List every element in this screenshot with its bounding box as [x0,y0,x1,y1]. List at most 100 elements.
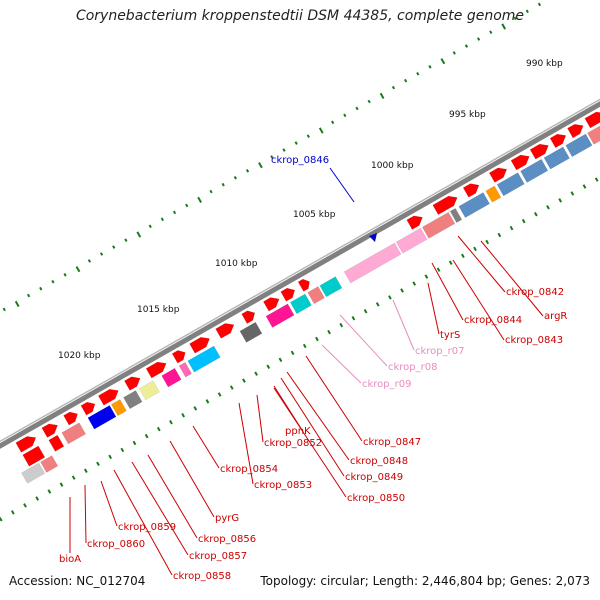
leader-line [84,484,87,544]
colored-cds [520,158,549,183]
gene-label: ckrop_0842 [506,287,564,298]
forward-cds [263,297,280,312]
accession-text: Accession: NC_012704 [9,574,146,588]
forward-cds [241,310,256,324]
colored-cds [138,380,160,401]
inner-tick-marks [0,177,599,522]
forward-cds [510,154,530,171]
marker-triangle [369,233,377,242]
colored-cds [496,172,525,197]
forward-cds [549,133,567,149]
label-leader-lines [69,167,544,576]
inner-tick [169,419,173,425]
inner-tick [582,184,587,189]
inner-tick [594,177,599,182]
inner-tick [473,246,477,252]
colored-cds [22,445,46,467]
outer-tick [87,259,92,263]
inner-tick [570,191,575,196]
outer-tick [331,120,335,125]
inner-tick [144,433,149,439]
leader-line [238,402,254,485]
leader-line [392,299,415,351]
outer-tick [294,141,298,145]
inner-tick [71,475,76,480]
colored-cds [565,133,593,158]
gene-labels: ckrop_0846 ckrop_0842 argR ckrop_0844 ckrop_… [59,155,567,582]
gene-label: ckrop_r09 [362,379,411,390]
outer-tick [2,307,6,312]
forward-cds [145,361,167,379]
gene-label: pyrG [215,513,239,524]
inner-tick [59,482,64,487]
gene-label: ckrop_0858 [173,571,231,582]
inner-tick [47,489,52,494]
forward-cds [297,278,310,292]
outer-tick [464,44,469,48]
inner-tick [254,371,258,376]
outer-tick [124,238,128,242]
leader-line [100,480,118,527]
gene-label: ckrop_r07 [415,346,464,357]
outer-tick [282,148,286,152]
gene-label: ckrop_r08 [388,362,437,373]
inner-tick [217,392,222,397]
outer-tick [318,127,324,134]
outer-tick [160,217,164,222]
leader-line [339,314,388,367]
forward-cds [584,111,600,129]
inner-tick [315,336,319,342]
gene-label: ckrop_0860 [87,539,145,550]
forward-cds [41,423,58,438]
inner-tick [132,440,137,446]
colored-cds [161,367,182,388]
colored-cds [178,361,192,378]
outer-tick [489,30,493,34]
forward-cds [215,323,235,339]
inner-tick [266,364,271,369]
gene-label: ckrop_0850 [347,493,405,504]
inner-tick [375,302,380,307]
leader-line [147,454,198,539]
reverse-cds [21,462,46,484]
inner-tick [181,413,185,418]
outer-tick [209,189,213,194]
reverse-cds [40,455,59,473]
leader-line [452,259,505,341]
inner-tick [533,211,538,217]
forward-cds [488,167,508,183]
inner-tick [388,295,392,300]
gene-label: ppnK [285,426,311,437]
inner-tick [10,510,15,515]
leader-line [280,377,345,477]
outer-tick [185,203,189,208]
forward-cds [189,337,210,354]
gene-label: ckrop_0856 [198,534,256,545]
outer-tick [136,231,142,238]
gene-label: argR [544,311,567,322]
forward-cds [432,195,458,215]
outer-tick [355,106,359,111]
topology-text: Topology: circular; Length: 2,446,804 bp… [260,574,590,588]
inner-tick [339,322,344,328]
colored-cds [289,293,312,315]
colored-cds [61,422,86,445]
outer-tick [14,300,20,307]
colored-cds [422,211,456,239]
outer-tick [112,245,116,249]
colored-cds [265,303,295,328]
outer-tick [270,155,274,159]
outer-tick [306,134,310,138]
outer-tick [525,9,529,14]
outer-tick [39,286,43,291]
outer-tick [428,65,432,69]
outer-tick [63,273,67,277]
scale-label: 1005 kbp [293,210,336,220]
outer-tick [245,169,250,173]
forward-cds [171,350,186,364]
inner-tick [363,309,368,314]
colored-cds [319,276,343,298]
inner-tick [461,253,465,259]
scale-label: 990 kbp [526,59,563,69]
